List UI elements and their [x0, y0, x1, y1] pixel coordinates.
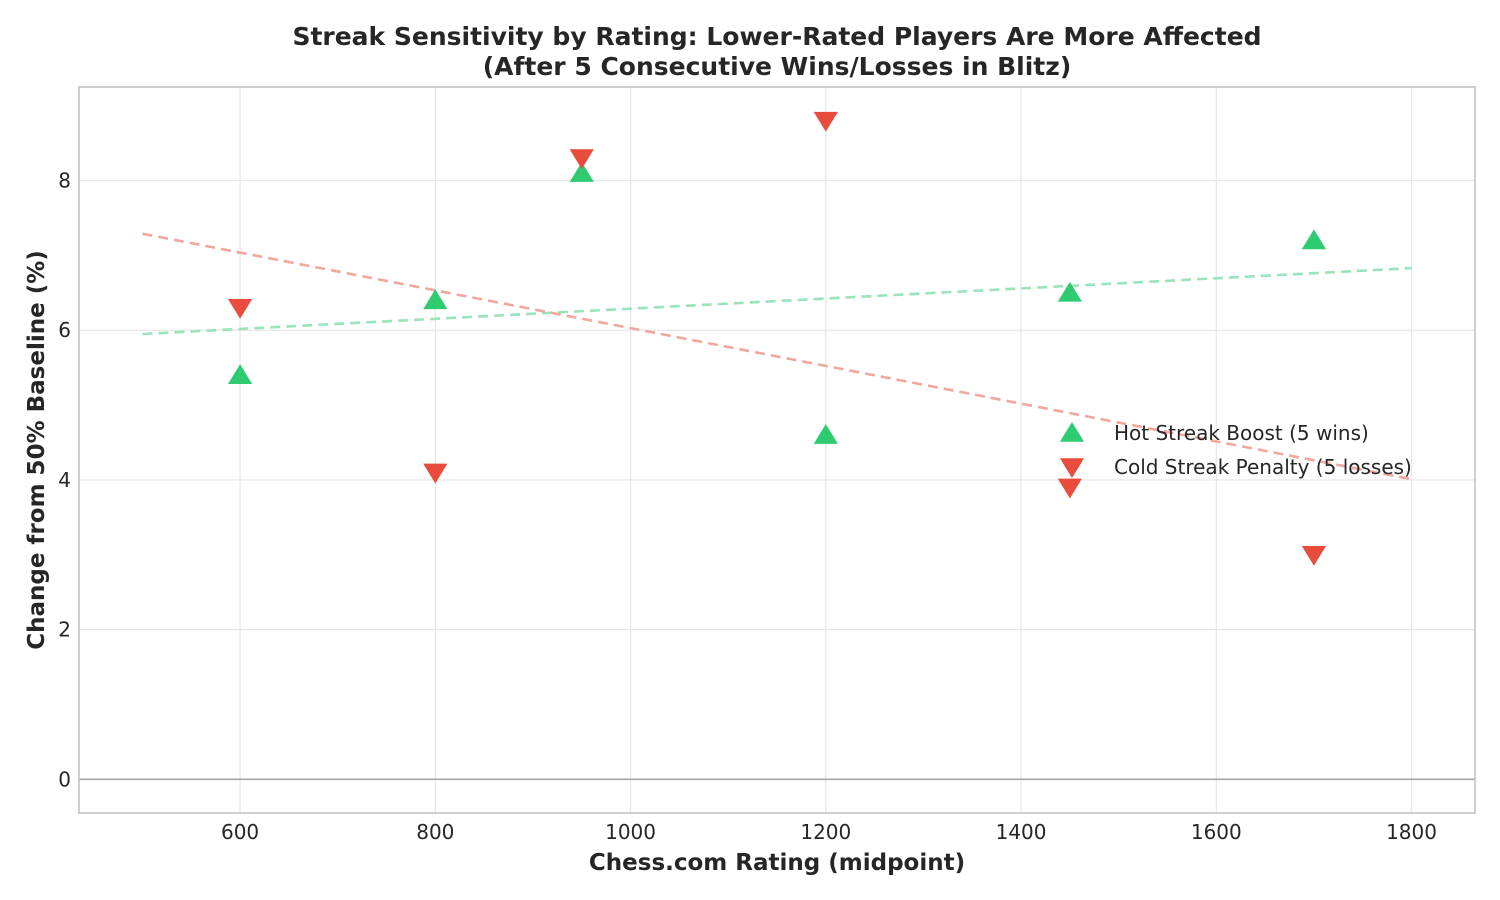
legend: Hot Streak Boost (5 wins) Cold Streak Pen… — [1059, 421, 1412, 479]
x-axis-label: Chess.com Rating (midpoint) — [589, 850, 965, 876]
x-tick-label: 1600 — [1191, 820, 1242, 844]
cold-streak-point — [813, 111, 838, 132]
trend-line — [142, 266, 1412, 336]
hot-streak-point — [813, 424, 838, 444]
hot-streak-point — [1057, 281, 1082, 302]
hot-streak-point — [1301, 229, 1327, 250]
legend-label: Cold Streak Penalty (5 losses) — [1114, 455, 1412, 479]
data-points — [227, 111, 1327, 566]
cold-streak-point — [569, 149, 594, 170]
cold-streak-point — [423, 463, 448, 484]
grid — [79, 87, 1475, 813]
trend-line — [142, 232, 1412, 481]
y-tick-label: 6 — [58, 318, 71, 342]
x-axis-ticks: 600 800 1000 1200 1400 1600 1800 — [221, 820, 1437, 844]
legend-marker-hot — [1059, 422, 1085, 442]
x-tick-label: 800 — [416, 820, 454, 844]
chart-subtitle: (After 5 Consecutive Wins/Losses in Blit… — [483, 52, 1072, 81]
cold-streak-point — [1057, 478, 1082, 499]
trend-lines — [142, 232, 1412, 481]
legend-marker-cold — [1059, 458, 1085, 478]
cold-streak-point — [227, 298, 253, 319]
y-axis-label: Change from 50% Baseline (%) — [24, 250, 50, 650]
cold-streak-point — [1301, 545, 1327, 566]
y-tick-label: 2 — [58, 618, 71, 642]
plot-frame — [78, 86, 1476, 814]
y-tick-label: 8 — [58, 169, 71, 193]
x-tick-label: 600 — [221, 820, 259, 844]
x-tick-label: 1200 — [800, 820, 851, 844]
hot-streak-point — [423, 289, 448, 310]
chart-title: Streak Sensitivity by Rating: Lower-Rate… — [292, 22, 1261, 51]
hot-streak-point — [569, 162, 594, 182]
y-tick-label: 0 — [58, 767, 71, 791]
legend-label: Hot Streak Boost (5 wins) — [1114, 421, 1369, 445]
x-tick-label: 1000 — [605, 820, 656, 844]
hot-streak-point — [227, 364, 253, 384]
x-tick-label: 1400 — [996, 820, 1047, 844]
x-tick-label: 1800 — [1386, 820, 1437, 844]
y-axis-ticks: 0 2 4 6 8 — [58, 169, 71, 792]
y-tick-label: 4 — [58, 468, 71, 492]
